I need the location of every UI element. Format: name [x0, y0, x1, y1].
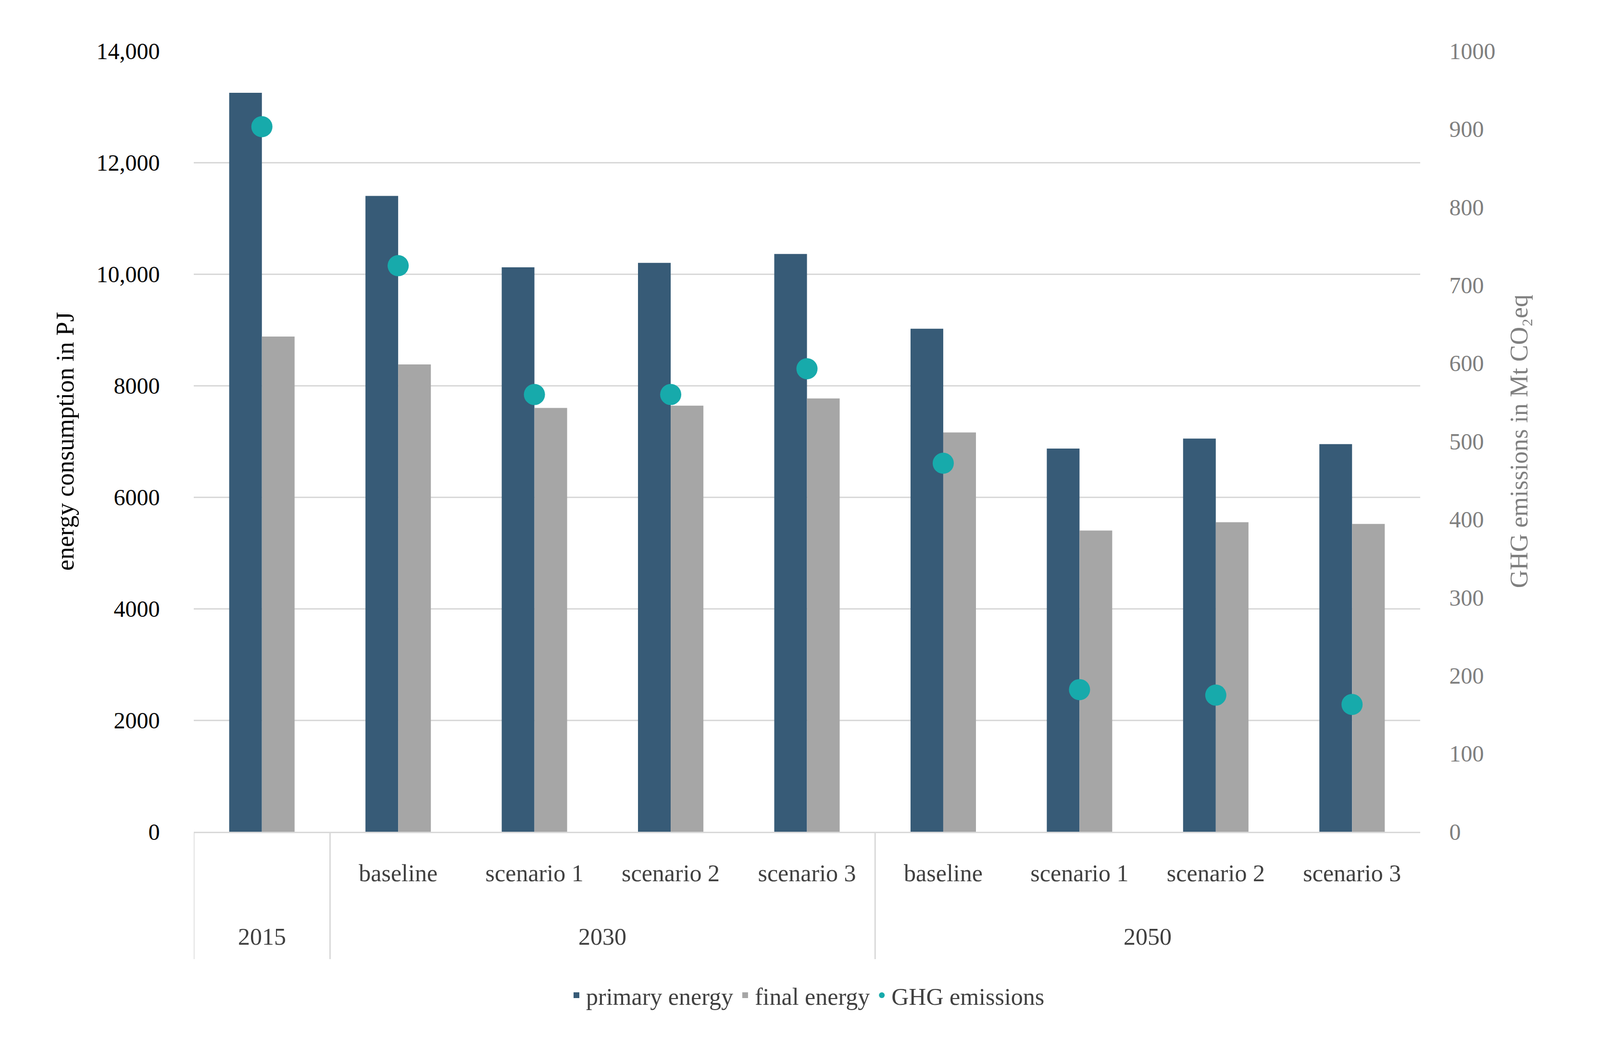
svg-text:10,000: 10,000: [96, 261, 160, 288]
svg-text:800: 800: [1449, 194, 1485, 221]
svg-text:600: 600: [1449, 350, 1485, 376]
svg-text:0: 0: [1449, 819, 1462, 845]
svg-text:300: 300: [1449, 585, 1485, 611]
svg-text:0: 0: [148, 819, 160, 845]
svg-text:2030: 2030: [578, 923, 627, 950]
svg-text:8000: 8000: [113, 373, 160, 399]
svg-text:scenario 2: scenario 2: [621, 859, 720, 887]
svg-text:500: 500: [1449, 428, 1485, 455]
svg-text:energy consumption in PJ: energy consumption in PJ: [51, 312, 79, 571]
svg-text:14,000: 14,000: [96, 38, 160, 64]
svg-text:2050: 2050: [1123, 923, 1172, 950]
svg-text:2015: 2015: [237, 923, 287, 950]
svg-text:GHG emissions: GHG emissions: [891, 983, 1045, 1011]
svg-text:6000: 6000: [113, 484, 160, 511]
svg-text:400: 400: [1449, 506, 1485, 533]
svg-text:4000: 4000: [113, 596, 160, 622]
svg-text:100: 100: [1449, 740, 1485, 767]
svg-text:baseline: baseline: [358, 859, 438, 887]
svg-text:900: 900: [1449, 116, 1485, 142]
svg-text:baseline: baseline: [903, 859, 983, 887]
svg-text:scenario 1: scenario 1: [485, 859, 584, 887]
svg-text:final energy: final energy: [754, 983, 870, 1011]
svg-text:2000: 2000: [113, 707, 160, 734]
svg-text:primary energy: primary energy: [586, 983, 734, 1011]
svg-text:scenario 3: scenario 3: [757, 859, 856, 887]
svg-text:scenario 1: scenario 1: [1030, 859, 1129, 887]
svg-text:scenario 3: scenario 3: [1302, 859, 1401, 887]
svg-text:12,000: 12,000: [96, 150, 160, 176]
svg-text:GHG emissions in Mt CO₂eq: GHG emissions in Mt CO₂eq: [1505, 294, 1533, 588]
svg-text:200: 200: [1449, 662, 1485, 689]
svg-text:700: 700: [1449, 272, 1485, 299]
svg-text:scenario 2: scenario 2: [1166, 859, 1265, 887]
svg-text:1000: 1000: [1449, 38, 1496, 64]
